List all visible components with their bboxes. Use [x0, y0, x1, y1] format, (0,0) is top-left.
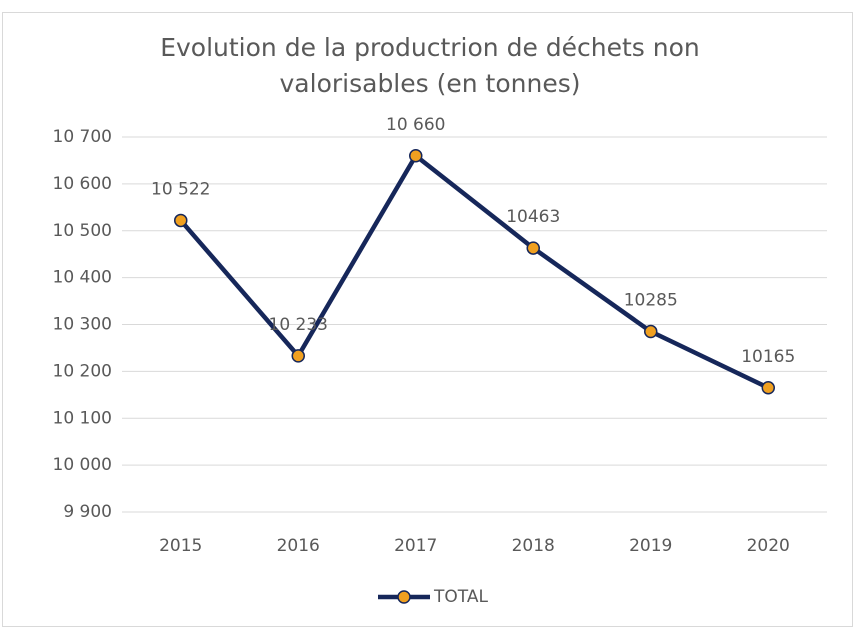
x-tick-label: 2020 [747, 536, 790, 556]
y-tick-label: 10 400 [53, 268, 112, 288]
data-label: 10463 [506, 207, 560, 227]
x-tick-label: 2018 [512, 536, 555, 556]
series-line [179, 153, 770, 390]
y-tick-label: 10 500 [53, 221, 112, 241]
y-tick-label: 10 300 [53, 315, 112, 335]
y-tick-label: 10 200 [53, 361, 112, 381]
data-point [409, 149, 423, 163]
data-point [644, 324, 658, 339]
x-tick-label: 2019 [629, 536, 672, 556]
x-tick-label: 2015 [159, 536, 202, 556]
data-label: 10 233 [269, 315, 328, 335]
data-label: 10 660 [386, 115, 445, 135]
legend-label: TOTAL [433, 587, 488, 607]
data-point [291, 349, 305, 363]
y-tick-label: 10 700 [53, 127, 112, 147]
y-tick-label: 10 600 [53, 174, 112, 194]
data-point [174, 213, 188, 228]
data-point [761, 381, 775, 395]
y-tick-label: 10 100 [53, 408, 112, 428]
chart-border [2, 12, 853, 627]
y-tick-label: 10 000 [53, 455, 112, 475]
legend-marker [397, 590, 411, 604]
data-label: 10285 [624, 291, 678, 311]
x-tick-label: 2017 [394, 536, 437, 556]
data-label: 10 522 [151, 179, 210, 199]
x-tick-label: 2016 [277, 536, 320, 556]
data-label: 10165 [741, 347, 795, 367]
y-tick-label: 9 900 [63, 502, 112, 522]
chart-title: Evolution de la productrion de déchets n… [160, 33, 700, 98]
data-point [526, 241, 540, 255]
